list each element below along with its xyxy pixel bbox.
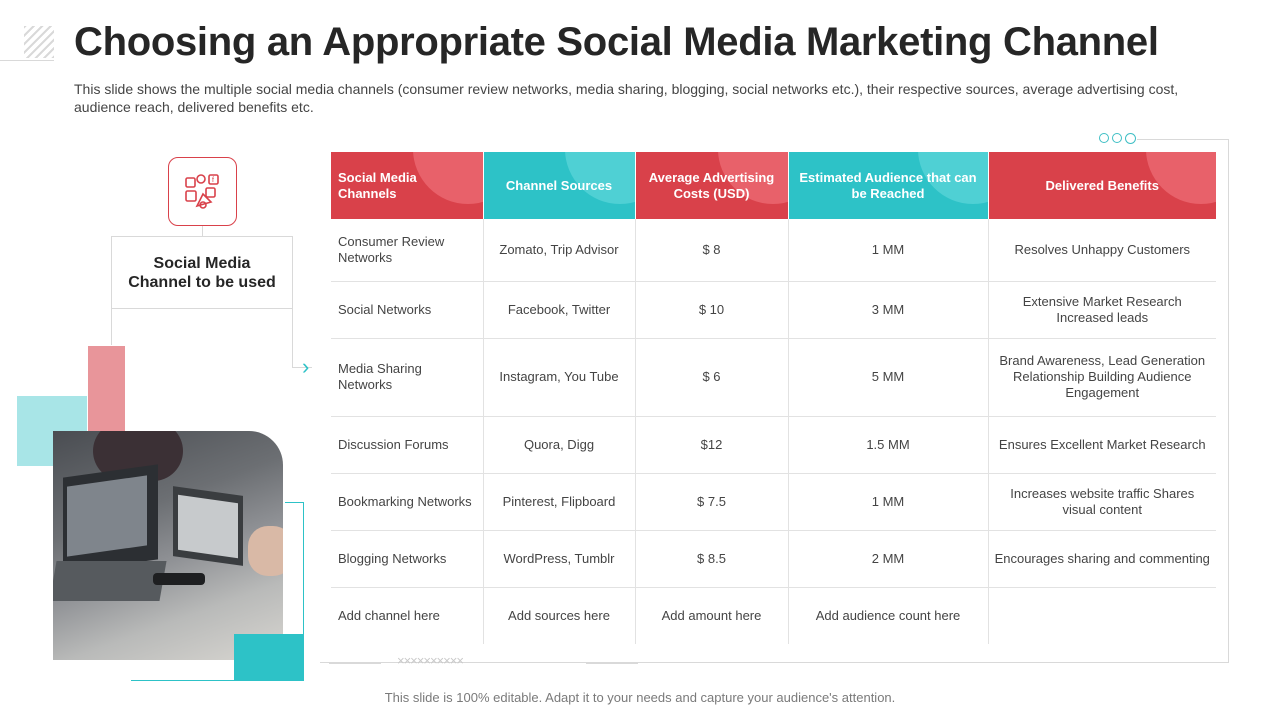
table-row: Consumer Review Networks Zomato, Trip Ad… xyxy=(331,219,1216,282)
page-subtitle: This slide shows the multiple social med… xyxy=(74,81,1179,115)
table-frame xyxy=(320,139,1229,663)
footer-note: This slide is 100% editable. Adapt it to… xyxy=(384,690,896,705)
svg-text:f: f xyxy=(212,177,214,184)
cell-benefits: Ensures Excellent Market Research xyxy=(988,416,1216,474)
cell-cost: $12 xyxy=(635,416,789,474)
cell-channel: Bookmarking Networks xyxy=(331,473,484,531)
icon-box: f xyxy=(168,157,237,226)
chevron-right-icon: › xyxy=(302,354,310,379)
channel-table: Social Media Channels Channel Sources Av… xyxy=(331,152,1216,644)
dot xyxy=(1125,133,1136,144)
cell-benefits: Brand Awareness, Lead Generation Relatio… xyxy=(988,338,1216,417)
connector-line xyxy=(111,309,112,345)
cell-audience: 5 MM xyxy=(788,338,989,417)
table-row: Discussion Forums Quora, Digg $12 1.5 MM… xyxy=(331,416,1216,474)
teal-line-decoration xyxy=(303,502,304,634)
teal-block-decoration xyxy=(234,634,304,681)
dot xyxy=(1099,133,1109,143)
cell-cost: $ 6 xyxy=(635,338,789,417)
table-header-row: Social Media Channels Channel Sources Av… xyxy=(331,152,1216,219)
page-title: Choosing an Appropriate Social Media Mar… xyxy=(74,20,1159,64)
connector-line xyxy=(292,309,293,367)
cell-benefits: Extensive Market Research Increased lead… xyxy=(988,281,1216,339)
table-row: Add channel here Add sources here Add am… xyxy=(331,587,1216,644)
cell-sources: Pinterest, Flipboard xyxy=(483,473,636,531)
x-pattern-decoration: ×××××××××× xyxy=(397,653,464,668)
cell-sources: Instagram, You Tube xyxy=(483,338,636,417)
table-row: Social Networks Facebook, Twitter $ 10 3… xyxy=(331,281,1216,339)
cell-channel: Media Sharing Networks xyxy=(331,338,484,417)
cell-sources: WordPress, Tumblr xyxy=(483,530,636,588)
bottom-line xyxy=(586,663,638,664)
header-benefits: Delivered Benefits xyxy=(988,152,1216,219)
cell-sources[interactable]: Add sources here xyxy=(483,587,636,644)
workspace-photo xyxy=(53,431,283,660)
hatch-line xyxy=(0,60,54,61)
cell-audience: 1 MM xyxy=(788,473,989,531)
cell-audience[interactable]: Add audience count here xyxy=(788,587,989,644)
cell-cost[interactable]: Add amount here xyxy=(635,587,789,644)
connector-line xyxy=(202,226,203,236)
cell-audience: 1.5 MM xyxy=(788,416,989,474)
table-row: Media Sharing Networks Instagram, You Tu… xyxy=(331,338,1216,417)
cell-channel[interactable]: Add channel here xyxy=(331,587,484,644)
social-media-apps-icon: f xyxy=(185,174,219,209)
cell-benefits: Encourages sharing and commenting xyxy=(988,530,1216,588)
teal-line-decoration xyxy=(285,502,303,503)
dots-decoration xyxy=(1099,133,1136,144)
header-sources: Channel Sources xyxy=(483,152,636,219)
bottom-line xyxy=(329,663,381,664)
cell-channel: Discussion Forums xyxy=(331,416,484,474)
pink-block-decoration xyxy=(88,346,125,431)
cell-benefits xyxy=(988,587,1216,644)
cell-benefits: Increases website traffic Shares visual … xyxy=(988,473,1216,531)
cell-audience: 1 MM xyxy=(788,219,989,282)
cell-benefits: Resolves Unhappy Customers xyxy=(988,219,1216,282)
cell-sources: Zomato, Trip Advisor xyxy=(483,219,636,282)
cell-cost: $ 7.5 xyxy=(635,473,789,531)
cell-audience: 3 MM xyxy=(788,281,989,339)
cell-sources: Facebook, Twitter xyxy=(483,281,636,339)
connector-line xyxy=(292,367,312,368)
cell-channel: Consumer Review Networks xyxy=(331,219,484,282)
frame-top-line xyxy=(1137,139,1229,140)
header-channels: Social Media Channels xyxy=(331,152,484,219)
cell-cost: $ 8 xyxy=(635,219,789,282)
cell-cost: $ 8.5 xyxy=(635,530,789,588)
header-audience: Estimated Audience that can be Reached xyxy=(788,152,989,219)
table-row: Bookmarking Networks Pinterest, Flipboar… xyxy=(331,473,1216,531)
hatch-decoration xyxy=(24,26,54,58)
cell-audience: 2 MM xyxy=(788,530,989,588)
table-row: Blogging Networks WordPress, Tumblr $ 8.… xyxy=(331,530,1216,588)
cell-cost: $ 10 xyxy=(635,281,789,339)
header-costs: Average Advertising Costs (USD) xyxy=(635,152,789,219)
channel-label-box: Social Media Channel to be used xyxy=(111,236,293,309)
dot xyxy=(1112,133,1122,143)
cell-sources: Quora, Digg xyxy=(483,416,636,474)
cell-channel: Blogging Networks xyxy=(331,530,484,588)
cell-channel: Social Networks xyxy=(331,281,484,339)
teal-line-decoration xyxy=(131,680,234,681)
